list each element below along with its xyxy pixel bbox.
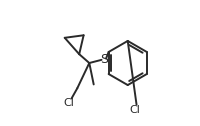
Text: S: S — [100, 53, 108, 66]
Text: Cl: Cl — [64, 98, 75, 108]
Text: Cl: Cl — [130, 105, 141, 115]
